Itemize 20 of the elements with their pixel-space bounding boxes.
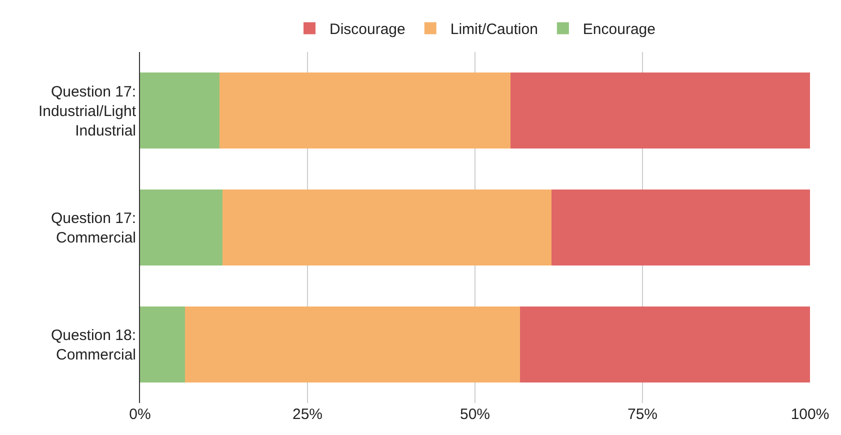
legend-label: Limit/Caution: [450, 21, 538, 38]
legend-label: Discourage: [330, 21, 406, 38]
bar: [520, 306, 810, 383]
x-tick-label: 25%: [292, 406, 323, 423]
bar: [510, 72, 810, 149]
bar: [184, 306, 520, 383]
x-tick-label: 100%: [790, 406, 830, 423]
bar: [140, 72, 220, 149]
x-tick-label: 75%: [627, 406, 658, 423]
bar: [140, 189, 222, 266]
x-tick-label: 0%: [129, 406, 151, 423]
bar: [551, 189, 810, 266]
y-tick-label: Question 17: Commercial: [50, 210, 136, 246]
legend-label: Encourage: [582, 21, 656, 38]
y-tick-label: Question 18: Commercial: [50, 327, 136, 364]
y-tick-label: Question 17: Industrial/Light Industrial: [38, 83, 137, 140]
x-tick-label: 50%: [460, 406, 490, 423]
bar: [222, 189, 552, 266]
bar: [220, 72, 511, 149]
bar: [140, 306, 185, 383]
